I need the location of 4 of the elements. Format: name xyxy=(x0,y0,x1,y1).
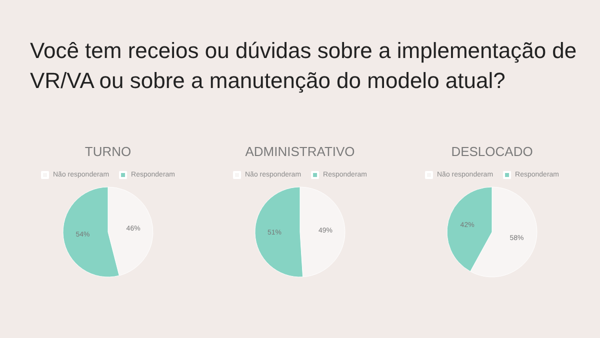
chart-title: TURNO xyxy=(84,144,132,159)
text: Você tem receios ou dúvidas sobre a implementação de VR/VA ou sobre a manutenção do modelo atual? xyxy=(30,37,578,95)
chart-title: DESLOCADO xyxy=(451,144,533,159)
chart-title: ADMINISTRATIVO xyxy=(245,144,355,159)
